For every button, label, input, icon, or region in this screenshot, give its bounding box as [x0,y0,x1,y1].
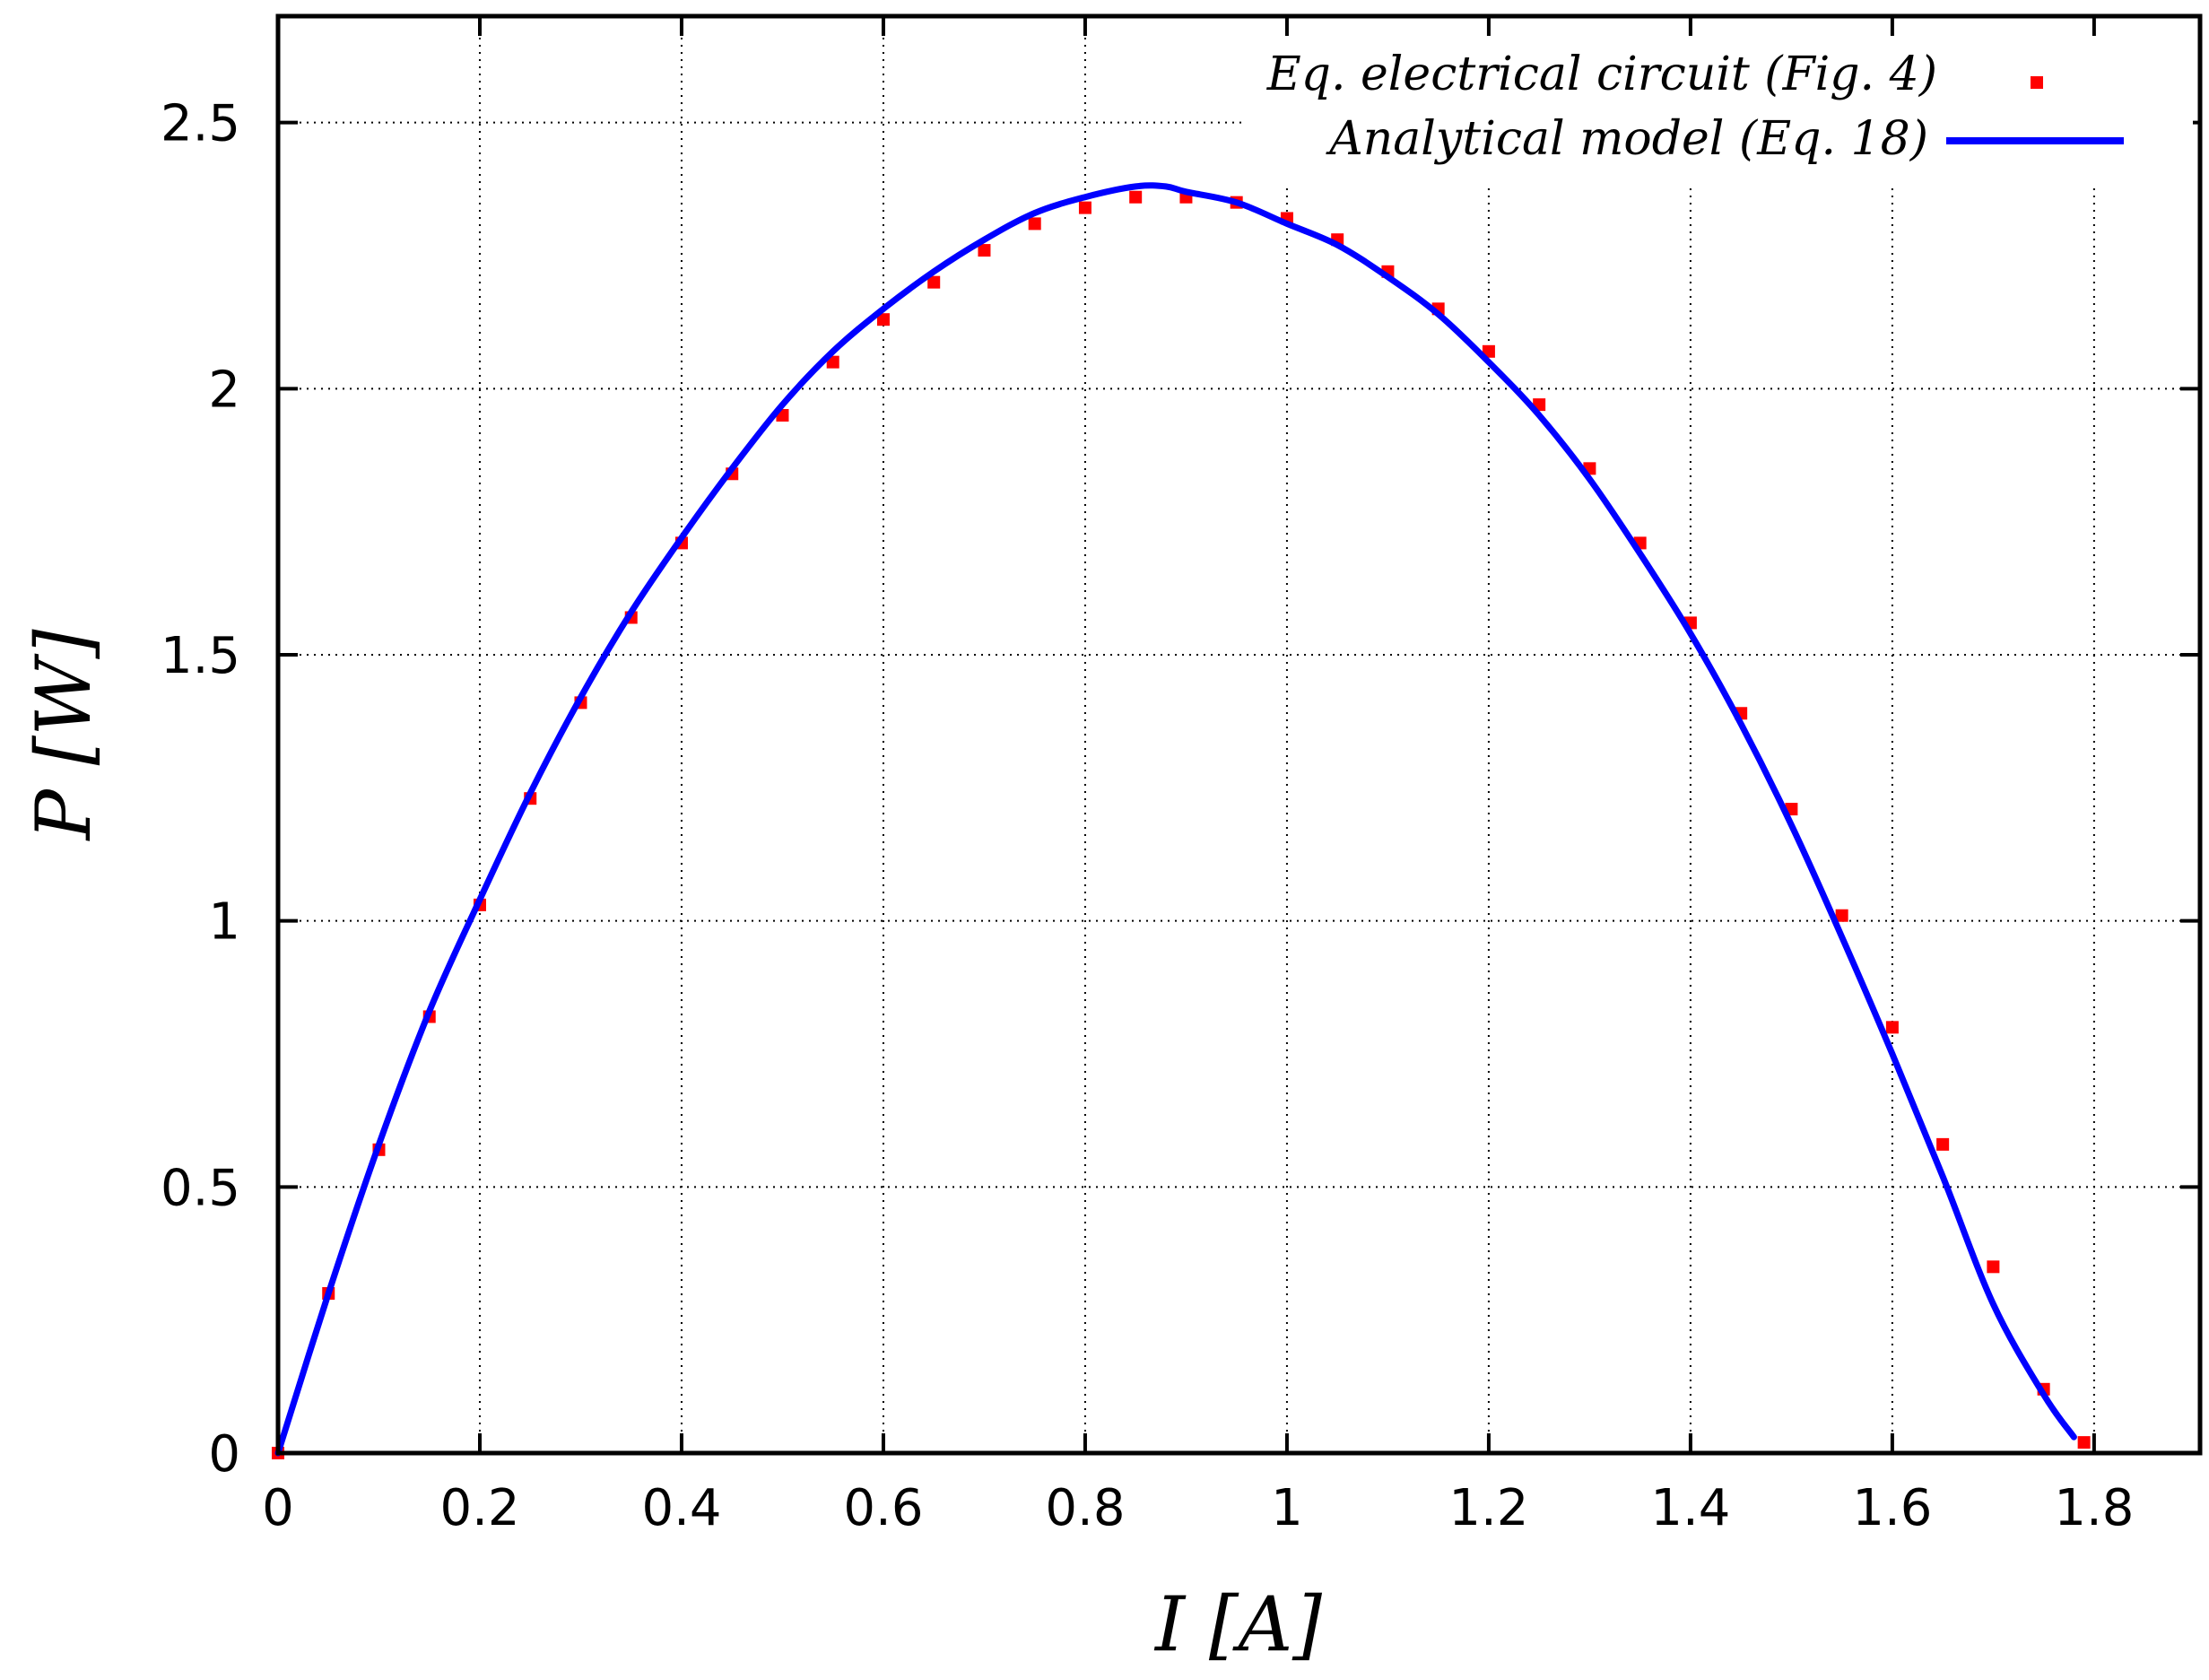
y-tick-label: 1.5 [161,627,240,685]
plot-area [272,182,2091,1459]
plot-frame [275,13,2203,1456]
x-tick-label: 1.4 [1650,1479,1730,1537]
data-point-circuit [1936,1137,1950,1151]
x-tick-label: 0.8 [1045,1479,1125,1537]
x-axis-title: I [A] [1153,1580,1322,1668]
legend: Eq. electrical circuit (Fig. 4) Analytic… [1242,36,2193,184]
y-tick-label: 2.5 [161,95,240,153]
legend-label-analytical: Analytical model (Eq. 18) [1326,112,1928,166]
y-axis-title: P [W] [20,629,108,841]
x-tick-label: 0.4 [641,1479,721,1537]
y-tick-label: 2 [208,361,240,419]
data-point-circuit [826,355,839,369]
data-point-circuit [2077,1436,2091,1449]
x-tick-label: 1.8 [2054,1479,2134,1537]
data-point-circuit [927,275,941,289]
x-tick-label: 0 [262,1479,294,1537]
data-point-circuit [1129,190,1143,204]
data-point-circuit [978,244,991,257]
y-tick-label: 0.5 [161,1159,240,1217]
legend-background [1242,36,2193,184]
data-point-circuit [1028,217,1041,231]
x-tick-label: 0.6 [843,1479,923,1537]
data-point-circuit [876,313,890,326]
x-tick-label: 1 [1271,1479,1303,1537]
legend-marker-circuit [2031,76,2043,89]
y-tick-label: 1 [208,893,240,952]
tick-labels: 0 0.2 0.4 0.6 0.8 1 1.2 1.4 1.6 1.8 0 0.5 1 1.5 2 2.5 [161,95,2134,1537]
x-tick-label: 1.2 [1448,1479,1528,1537]
series-line-analytical [274,182,2077,1457]
data-point-circuit [1078,201,1091,214]
data-point-circuit [1987,1260,2000,1274]
x-tick-label: 0.2 [439,1479,519,1537]
y-tick-label: 0 [208,1425,240,1484]
legend-label-circuit: Eq. electrical circuit (Fig. 4) [1266,48,1937,101]
data-point-circuit [1835,909,1848,922]
data-point-circuit [1885,1021,1899,1034]
x-tick-label: 1.6 [1852,1479,1932,1537]
